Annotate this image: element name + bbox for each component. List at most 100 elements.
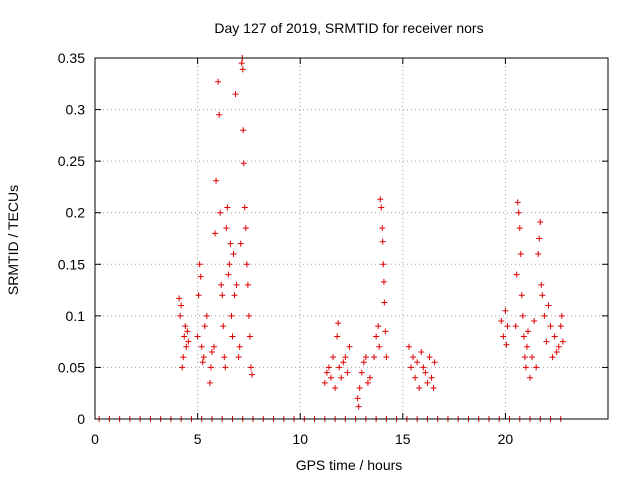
data-point	[239, 66, 246, 73]
data-point	[244, 281, 251, 288]
data-point	[184, 328, 191, 335]
data-point	[245, 312, 252, 319]
data-point	[408, 364, 415, 371]
data-point	[336, 364, 343, 371]
data-point	[240, 127, 247, 134]
x-tick-label: 5	[194, 431, 202, 447]
data-point	[537, 218, 544, 225]
data-point	[241, 204, 248, 211]
data-point	[215, 78, 222, 85]
data-point	[504, 323, 511, 330]
data-point	[412, 374, 419, 381]
data-point	[201, 323, 208, 330]
data-point	[219, 292, 226, 299]
data-point	[199, 359, 206, 366]
data-point	[216, 111, 223, 118]
data-point	[183, 343, 190, 350]
data-point	[547, 323, 554, 330]
data-point	[498, 318, 505, 325]
data-point	[222, 364, 229, 371]
data-point	[248, 371, 255, 378]
data-point	[376, 343, 383, 350]
data-point	[182, 323, 189, 330]
y-axis-label: SRMTID / TECUs	[5, 185, 21, 295]
data-point	[195, 292, 202, 299]
data-point	[233, 281, 240, 288]
data-point	[231, 292, 238, 299]
data-point	[521, 354, 528, 361]
x-axis-ticks: 0 5 10 15 20	[91, 58, 513, 447]
data-point	[531, 318, 538, 325]
data-point	[362, 354, 369, 361]
data-point	[558, 312, 565, 319]
data-point	[323, 369, 330, 376]
data-point	[180, 354, 187, 361]
data-point	[410, 354, 417, 361]
data-point	[383, 354, 390, 361]
data-point	[208, 348, 215, 355]
data-point	[366, 374, 373, 381]
data-point	[232, 91, 239, 98]
data-point	[541, 312, 548, 319]
y-tick-label: 0	[77, 411, 85, 427]
data-point	[431, 359, 438, 366]
data-point	[212, 230, 219, 237]
data-points	[96, 55, 566, 422]
x-tick-label: 20	[498, 431, 514, 447]
data-point	[229, 333, 236, 340]
data-point	[524, 328, 531, 335]
data-point	[360, 359, 367, 366]
data-point	[240, 160, 247, 167]
data-point	[177, 312, 184, 319]
data-point	[238, 60, 245, 67]
data-point	[218, 281, 225, 288]
data-point	[338, 374, 345, 381]
data-point	[520, 333, 527, 340]
data-point	[371, 354, 378, 361]
y-tick-label: 0.05	[58, 359, 85, 375]
data-point	[539, 292, 546, 299]
x-tick-label: 10	[292, 431, 308, 447]
data-point	[513, 271, 520, 278]
data-point	[236, 343, 243, 350]
data-point	[422, 369, 429, 376]
data-point	[243, 261, 250, 268]
data-point	[378, 204, 385, 211]
data-point	[335, 320, 342, 327]
data-point	[414, 359, 421, 366]
x-axis-label: GPS time / hours	[296, 457, 403, 473]
data-point	[221, 354, 228, 361]
y-tick-label: 0.1	[66, 308, 86, 324]
data-point	[327, 374, 334, 381]
data-point	[527, 374, 534, 381]
data-point	[181, 333, 188, 340]
data-point	[235, 354, 242, 361]
data-point	[358, 369, 365, 376]
data-point	[321, 379, 328, 386]
data-point	[418, 348, 425, 355]
data-point	[522, 364, 529, 371]
x-tick-label: 15	[395, 431, 411, 447]
data-point	[334, 333, 341, 340]
data-point	[196, 261, 203, 268]
data-point	[178, 302, 185, 309]
data-point	[225, 271, 232, 278]
data-point	[220, 323, 227, 330]
data-point	[226, 261, 233, 268]
data-point	[416, 385, 423, 392]
x-tick-label: 0	[91, 431, 99, 447]
data-point	[344, 369, 351, 376]
data-point	[551, 333, 558, 340]
data-point	[555, 343, 562, 350]
data-point	[519, 312, 526, 319]
data-point	[430, 385, 437, 392]
data-point	[517, 250, 524, 257]
y-tick-label: 0.2	[66, 205, 86, 221]
plot-frame	[94, 57, 609, 420]
data-point	[194, 333, 201, 340]
chart-title: Day 127 of 2019, SRMTID for receiver nor…	[214, 20, 483, 36]
data-point	[382, 328, 389, 335]
data-point	[223, 225, 230, 232]
y-tick-label: 0.35	[58, 50, 85, 66]
data-point	[200, 354, 207, 361]
